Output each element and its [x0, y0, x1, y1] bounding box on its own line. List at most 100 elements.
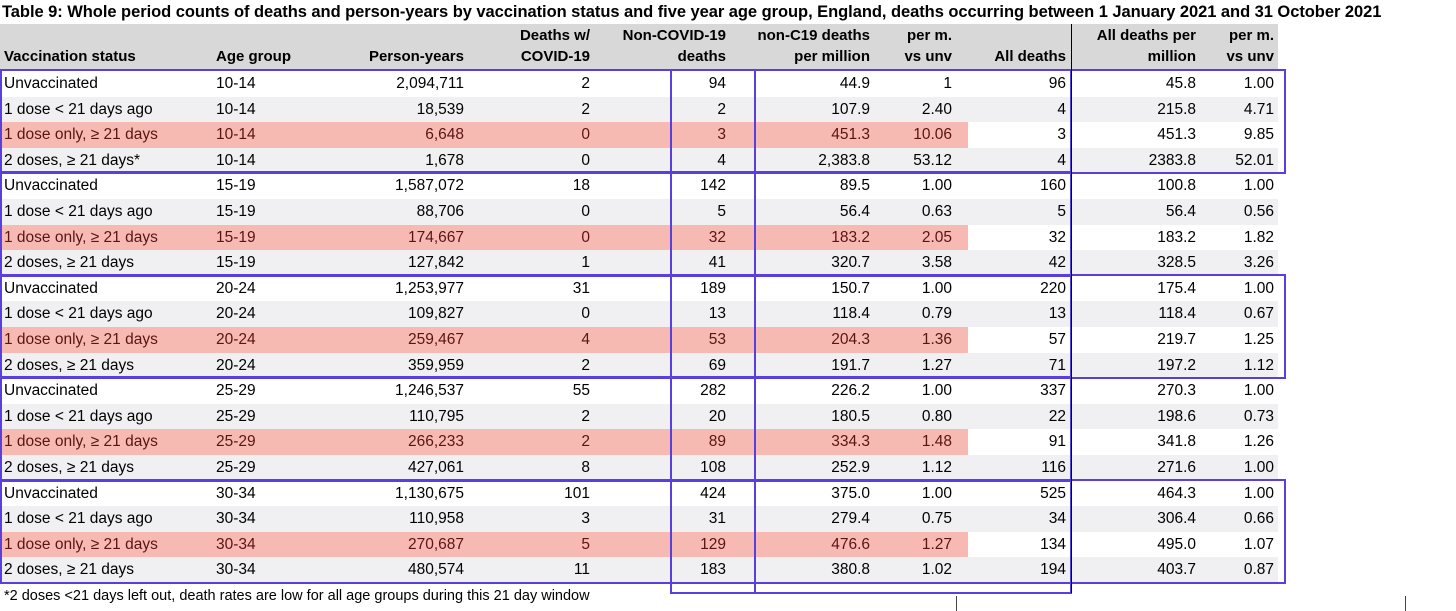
cell-advu: 1.82: [1243, 228, 1274, 246]
cell-adpm: 215.8: [1157, 100, 1196, 118]
cell-status: 1 dose < 21 days ago: [4, 305, 153, 323]
cell-nc: 89: [708, 433, 726, 451]
cell-advu: 0.73: [1243, 407, 1274, 425]
cell-advu: 1.25: [1243, 331, 1274, 348]
cell-ncpm: 204.3: [831, 331, 870, 348]
cell-ad: 5: [1057, 203, 1066, 220]
sheet-edge-mark: [956, 596, 957, 611]
cell-py: 18,539: [416, 100, 464, 118]
cell-ad: 3: [1057, 126, 1066, 144]
cell-ncvu: 2.05: [921, 228, 952, 246]
cell-age: 10-14: [216, 126, 256, 144]
cell-ncpm: 320.7: [831, 254, 870, 272]
cell-advu: 3.26: [1243, 254, 1274, 272]
cell-advu: 0.66: [1243, 510, 1274, 528]
cell-ncvu: 3.58: [921, 254, 952, 272]
cell-nc: 94: [708, 75, 726, 92]
cell-dc: 0: [581, 305, 590, 323]
cell-ncpm: 2,383.8: [818, 151, 870, 169]
cell-adpm: 118.4: [1158, 305, 1196, 323]
cell-age: 20-24: [216, 305, 256, 323]
cell-ncvu: 1.48: [921, 433, 952, 451]
column-header-ad-2: All deaths: [994, 48, 1066, 65]
cell-dc: 0: [581, 126, 590, 144]
table-row: 1 dose < 21 days ago 15-19 88,706 0 5 56.4 0.6…: [0, 199, 1278, 225]
cell-ncpm: 183.2: [831, 228, 870, 246]
highlight-band: [0, 122, 968, 148]
cell-ad: 13: [1048, 305, 1066, 323]
cell-adpm: 183.2: [1157, 228, 1196, 246]
cell-py: 110,795: [409, 407, 464, 425]
cell-status: 1 dose < 21 days ago: [4, 100, 153, 118]
cell-status: Unvaccinated: [4, 279, 98, 297]
table-row: 2 doses, ≥ 21 days 20-24 359,959 2 69 191.7 1.…: [0, 352, 1278, 379]
cell-ncvu: 1.02: [921, 561, 952, 579]
cell-ad: 116: [1041, 459, 1066, 476]
cell-nc: 69: [708, 356, 726, 374]
column-header-ncpm-1: non-C19 deaths: [757, 27, 870, 44]
table-row: Unvaccinated 25-29 1,246,537 55 282 226.2 1.00…: [0, 378, 1278, 404]
cell-ncvu: 0.79: [921, 305, 952, 323]
table-row: 2 doses, ≥ 21 days 25-29 427,061 8 108 252.9 1…: [0, 455, 1278, 481]
cell-nc: 4: [717, 151, 726, 169]
cell-status: 1 dose only, ≥ 21 days: [4, 535, 158, 553]
cell-ncvu: 1.36: [921, 331, 952, 348]
cell-dc: 55: [572, 382, 590, 400]
cell-age: 20-24: [216, 356, 256, 374]
table-row: Unvaccinated 30-34 1,130,675 101 424 375.0 1.0…: [0, 481, 1278, 507]
cell-ncpm: 451.3: [831, 126, 870, 144]
table-row: 2 doses, ≥ 21 days 30-34 480,574 11 183 380.8…: [0, 557, 1278, 583]
cell-age: 25-29: [216, 407, 256, 425]
cell-age: 15-19: [216, 228, 256, 246]
cell-nc: 20: [708, 407, 726, 425]
cell-advu: 1.00: [1243, 382, 1274, 400]
cell-advu: 1.00: [1243, 279, 1274, 297]
cell-ad: 42: [1048, 254, 1066, 272]
cell-adpm: 198.6: [1157, 407, 1196, 425]
cell-advu: 1.26: [1243, 433, 1274, 451]
cell-status: 1 dose only, ≥ 21 days: [4, 126, 158, 144]
cell-ncvu: 10.06: [913, 126, 952, 144]
table-row: Unvaccinated 20-24 1,253,977 31 189 150.7 1.00…: [0, 276, 1278, 302]
cell-adpm: 2383.8: [1148, 151, 1196, 169]
column-header-dc-1: Deaths w/: [519, 27, 590, 44]
column-header-advu-1: per m.: [1228, 27, 1274, 44]
cell-ncvu: 0.63: [921, 203, 952, 220]
cell-nc: 5: [717, 203, 726, 220]
cell-adpm: 45.8: [1165, 75, 1196, 92]
column-header-nc-2: deaths: [677, 48, 726, 65]
cell-status: 1 dose < 21 days ago: [4, 407, 153, 425]
cell-status: 2 doses, ≥ 21 days: [4, 459, 135, 476]
cell-advu: 9.85: [1243, 126, 1274, 144]
cell-ad: 22: [1048, 407, 1066, 425]
column-header-nc-1: Non-COVID-19: [622, 27, 726, 44]
cell-advu: 0.56: [1243, 203, 1274, 220]
cell-ncpm: 150.7: [831, 279, 870, 297]
table-row: 1 dose only, ≥ 21 days 10-14 6,648 0 3 451.3 1…: [0, 122, 1278, 148]
cell-age: 25-29: [216, 459, 256, 476]
table-title: Table 9: Whole period counts of deaths a…: [2, 3, 1382, 21]
cell-ad: 220: [1040, 279, 1066, 297]
cell-py: 1,678: [425, 151, 464, 169]
cell-ncvu: 2.40: [921, 100, 952, 118]
cell-ncpm: 476.6: [831, 535, 870, 553]
cell-ad: 91: [1048, 433, 1066, 451]
footnote: *2 doses <21 days left out, death rates …: [4, 588, 590, 604]
cell-nc: 424: [700, 484, 726, 502]
cell-ad: 525: [1040, 484, 1066, 502]
cell-ad: 134: [1040, 535, 1066, 553]
cell-py: 88,706: [416, 203, 464, 220]
cell-dc: 31: [572, 279, 590, 297]
column-divider: [1071, 24, 1072, 593]
table-row: 1 dose < 21 days ago 25-29 110,795 2 20 180.5…: [0, 403, 1278, 430]
cell-py: 2,094,711: [396, 75, 464, 92]
cell-ad: 337: [1040, 382, 1066, 400]
cell-dc: 4: [581, 331, 590, 348]
cell-py: 1,246,537: [395, 382, 464, 400]
cell-advu: 0.87: [1243, 561, 1274, 579]
cell-nc: 13: [708, 305, 726, 323]
cell-age: 10-14: [216, 151, 256, 169]
cell-status: 1 dose < 21 days ago: [4, 510, 153, 528]
cell-dc: 2: [581, 100, 590, 118]
cell-ncpm: 89.5: [839, 177, 870, 195]
